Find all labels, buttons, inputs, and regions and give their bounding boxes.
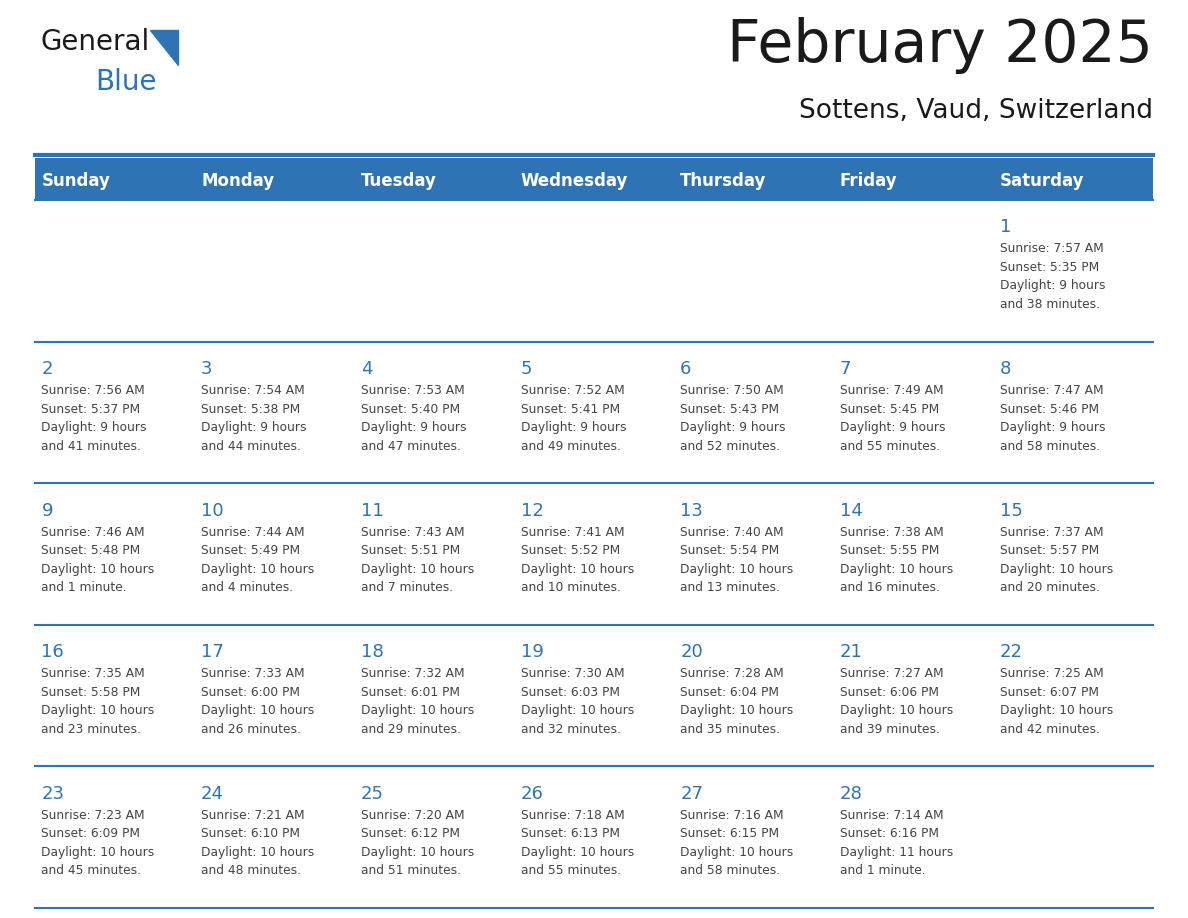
Text: 3: 3 (201, 360, 213, 378)
Text: Sunrise: 7:32 AM
Sunset: 6:01 PM
Daylight: 10 hours
and 29 minutes.: Sunrise: 7:32 AM Sunset: 6:01 PM Dayligh… (361, 667, 474, 736)
Text: Sunrise: 7:47 AM
Sunset: 5:46 PM
Daylight: 9 hours
and 58 minutes.: Sunrise: 7:47 AM Sunset: 5:46 PM Dayligh… (999, 384, 1105, 453)
Bar (34, 158, 1154, 200)
Text: Sunrise: 7:43 AM
Sunset: 5:51 PM
Daylight: 10 hours
and 7 minutes.: Sunrise: 7:43 AM Sunset: 5:51 PM Dayligh… (361, 526, 474, 594)
Text: 26: 26 (520, 785, 543, 803)
Text: Tuesday: Tuesday (361, 172, 437, 190)
Text: 8: 8 (999, 360, 1011, 378)
Text: 18: 18 (361, 644, 384, 661)
Text: 9: 9 (42, 501, 53, 520)
Text: Sunrise: 7:20 AM
Sunset: 6:12 PM
Daylight: 10 hours
and 51 minutes.: Sunrise: 7:20 AM Sunset: 6:12 PM Dayligh… (361, 809, 474, 878)
Text: 23: 23 (42, 785, 64, 803)
Text: Monday: Monday (201, 172, 274, 190)
Text: Sunrise: 7:21 AM
Sunset: 6:10 PM
Daylight: 10 hours
and 48 minutes.: Sunrise: 7:21 AM Sunset: 6:10 PM Dayligh… (201, 809, 315, 878)
Text: Sunrise: 7:38 AM
Sunset: 5:55 PM
Daylight: 10 hours
and 16 minutes.: Sunrise: 7:38 AM Sunset: 5:55 PM Dayligh… (840, 526, 953, 594)
Text: Sunrise: 7:49 AM
Sunset: 5:45 PM
Daylight: 9 hours
and 55 minutes.: Sunrise: 7:49 AM Sunset: 5:45 PM Dayligh… (840, 384, 946, 453)
Text: Thursday: Thursday (681, 172, 766, 190)
Text: Friday: Friday (840, 172, 898, 190)
Text: General: General (40, 28, 150, 56)
Text: 15: 15 (999, 501, 1023, 520)
Text: 20: 20 (681, 644, 703, 661)
Text: Sunrise: 7:50 AM
Sunset: 5:43 PM
Daylight: 9 hours
and 52 minutes.: Sunrise: 7:50 AM Sunset: 5:43 PM Dayligh… (681, 384, 785, 453)
Text: Sunrise: 7:16 AM
Sunset: 6:15 PM
Daylight: 10 hours
and 58 minutes.: Sunrise: 7:16 AM Sunset: 6:15 PM Dayligh… (681, 809, 794, 878)
Text: 6: 6 (681, 360, 691, 378)
Text: Sunrise: 7:44 AM
Sunset: 5:49 PM
Daylight: 10 hours
and 4 minutes.: Sunrise: 7:44 AM Sunset: 5:49 PM Dayligh… (201, 526, 315, 594)
Text: 27: 27 (681, 785, 703, 803)
Text: 24: 24 (201, 785, 225, 803)
Text: Saturday: Saturday (999, 172, 1085, 190)
Text: February 2025: February 2025 (727, 17, 1154, 74)
Text: 2: 2 (42, 360, 53, 378)
Text: Sunrise: 7:27 AM
Sunset: 6:06 PM
Daylight: 10 hours
and 39 minutes.: Sunrise: 7:27 AM Sunset: 6:06 PM Dayligh… (840, 667, 953, 736)
Text: Sunrise: 7:33 AM
Sunset: 6:00 PM
Daylight: 10 hours
and 26 minutes.: Sunrise: 7:33 AM Sunset: 6:00 PM Dayligh… (201, 667, 315, 736)
Text: 28: 28 (840, 785, 862, 803)
Bar (34, 341, 1154, 483)
Text: Sunrise: 7:28 AM
Sunset: 6:04 PM
Daylight: 10 hours
and 35 minutes.: Sunrise: 7:28 AM Sunset: 6:04 PM Dayligh… (681, 667, 794, 736)
Text: Sunrise: 7:54 AM
Sunset: 5:38 PM
Daylight: 9 hours
and 44 minutes.: Sunrise: 7:54 AM Sunset: 5:38 PM Dayligh… (201, 384, 307, 453)
Polygon shape (150, 30, 178, 65)
Text: 21: 21 (840, 644, 862, 661)
Bar (34, 483, 1154, 625)
Text: Sunrise: 7:18 AM
Sunset: 6:13 PM
Daylight: 10 hours
and 55 minutes.: Sunrise: 7:18 AM Sunset: 6:13 PM Dayligh… (520, 809, 633, 878)
Text: Wednesday: Wednesday (520, 172, 628, 190)
Text: Sunday: Sunday (42, 172, 110, 190)
Text: Sunrise: 7:35 AM
Sunset: 5:58 PM
Daylight: 10 hours
and 23 minutes.: Sunrise: 7:35 AM Sunset: 5:58 PM Dayligh… (42, 667, 154, 736)
Text: 19: 19 (520, 644, 543, 661)
Text: Sunrise: 7:30 AM
Sunset: 6:03 PM
Daylight: 10 hours
and 32 minutes.: Sunrise: 7:30 AM Sunset: 6:03 PM Dayligh… (520, 667, 633, 736)
Text: 4: 4 (361, 360, 372, 378)
Text: Sunrise: 7:37 AM
Sunset: 5:57 PM
Daylight: 10 hours
and 20 minutes.: Sunrise: 7:37 AM Sunset: 5:57 PM Dayligh… (999, 526, 1113, 594)
Text: 22: 22 (999, 644, 1023, 661)
Text: 1: 1 (999, 218, 1011, 237)
Text: 11: 11 (361, 501, 384, 520)
Text: Sunrise: 7:57 AM
Sunset: 5:35 PM
Daylight: 9 hours
and 38 minutes.: Sunrise: 7:57 AM Sunset: 5:35 PM Dayligh… (999, 242, 1105, 311)
Text: 5: 5 (520, 360, 532, 378)
Text: Sottens, Vaud, Switzerland: Sottens, Vaud, Switzerland (800, 98, 1154, 124)
Text: 17: 17 (201, 644, 225, 661)
Text: Sunrise: 7:46 AM
Sunset: 5:48 PM
Daylight: 10 hours
and 1 minute.: Sunrise: 7:46 AM Sunset: 5:48 PM Dayligh… (42, 526, 154, 594)
Text: 12: 12 (520, 501, 543, 520)
Text: 13: 13 (681, 501, 703, 520)
Text: 7: 7 (840, 360, 852, 378)
Text: Sunrise: 7:41 AM
Sunset: 5:52 PM
Daylight: 10 hours
and 10 minutes.: Sunrise: 7:41 AM Sunset: 5:52 PM Dayligh… (520, 526, 633, 594)
Text: Sunrise: 7:56 AM
Sunset: 5:37 PM
Daylight: 9 hours
and 41 minutes.: Sunrise: 7:56 AM Sunset: 5:37 PM Dayligh… (42, 384, 147, 453)
Text: Sunrise: 7:53 AM
Sunset: 5:40 PM
Daylight: 9 hours
and 47 minutes.: Sunrise: 7:53 AM Sunset: 5:40 PM Dayligh… (361, 384, 467, 453)
Text: 16: 16 (42, 644, 64, 661)
Text: 25: 25 (361, 785, 384, 803)
Text: Sunrise: 7:23 AM
Sunset: 6:09 PM
Daylight: 10 hours
and 45 minutes.: Sunrise: 7:23 AM Sunset: 6:09 PM Dayligh… (42, 809, 154, 878)
Text: 10: 10 (201, 501, 223, 520)
Bar (34, 200, 1154, 341)
Text: Sunrise: 7:40 AM
Sunset: 5:54 PM
Daylight: 10 hours
and 13 minutes.: Sunrise: 7:40 AM Sunset: 5:54 PM Dayligh… (681, 526, 794, 594)
Bar (34, 767, 1154, 908)
Text: 14: 14 (840, 501, 862, 520)
Bar (34, 625, 1154, 767)
Text: Blue: Blue (95, 68, 157, 96)
Text: Sunrise: 7:25 AM
Sunset: 6:07 PM
Daylight: 10 hours
and 42 minutes.: Sunrise: 7:25 AM Sunset: 6:07 PM Dayligh… (999, 667, 1113, 736)
Text: Sunrise: 7:52 AM
Sunset: 5:41 PM
Daylight: 9 hours
and 49 minutes.: Sunrise: 7:52 AM Sunset: 5:41 PM Dayligh… (520, 384, 626, 453)
Text: Sunrise: 7:14 AM
Sunset: 6:16 PM
Daylight: 11 hours
and 1 minute.: Sunrise: 7:14 AM Sunset: 6:16 PM Dayligh… (840, 809, 953, 878)
